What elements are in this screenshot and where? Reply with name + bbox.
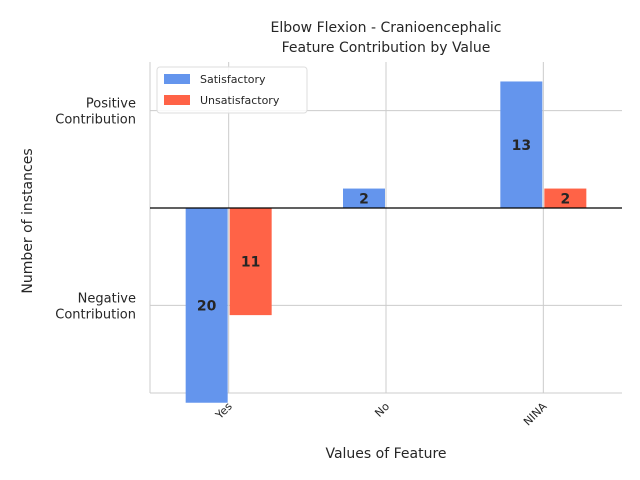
y-tick-label: Negative Contribution: [55, 291, 136, 322]
bar-value-label: 11: [241, 255, 260, 271]
legend-swatch-satisfactory: [164, 74, 190, 84]
y-axis-label: Number of instances: [20, 148, 36, 293]
bar-unsatisfactory-yes: [229, 208, 272, 316]
x-ticks: Yes No NINA: [212, 400, 549, 429]
bar-labels: 20 11 2 13 2: [197, 138, 570, 315]
legend-label-unsatisfactory: Unsatisfactory: [200, 94, 280, 107]
x-axis-label: Values of Feature: [325, 446, 446, 462]
y-tick-label-line: Positive: [86, 97, 136, 112]
y-tick-label-line: Contribution: [55, 307, 136, 322]
bar-satisfactory-nina: [500, 81, 543, 209]
x-tick-label: NINA: [521, 400, 550, 429]
legend: Satisfactory Unsatisfactory: [156, 66, 308, 114]
bar-value-label: 2: [560, 191, 570, 207]
chart-title-line-2: Feature Contribution by Value: [282, 40, 491, 56]
legend-swatch-unsatisfactory: [164, 95, 190, 105]
bars: [185, 81, 587, 403]
bar-value-label: 20: [197, 298, 217, 314]
y-tick-label-line: Contribution: [55, 113, 136, 128]
y-tick-label: Positive Contribution: [55, 97, 136, 128]
chart-title-line-1: Elbow Flexion - Cranioencephalic: [270, 20, 501, 36]
x-tick-label: Yes: [212, 400, 235, 423]
legend-label-satisfactory: Satisfactory: [200, 73, 266, 86]
bar-satisfactory-yes: [185, 208, 228, 403]
bar-value-label: 13: [512, 138, 531, 154]
x-tick-label: No: [372, 400, 392, 420]
legend-frame: [156, 66, 308, 114]
y-tick-label-line: Negative: [78, 291, 136, 306]
bar-unsatisfactory-nina: [544, 188, 587, 209]
bar-satisfactory-no: [343, 188, 385, 209]
bar-value-label: 2: [359, 191, 369, 207]
